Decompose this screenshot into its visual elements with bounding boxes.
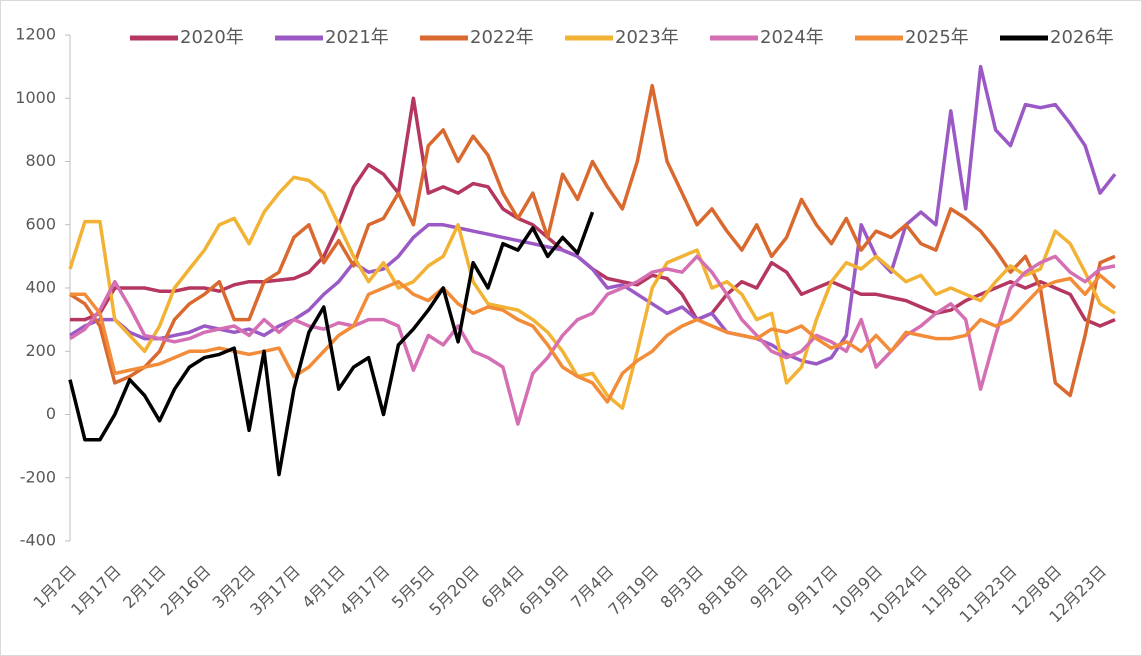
series-line: [69, 64, 1117, 366]
y-tick-label: 400: [25, 278, 56, 297]
legend-label: 2026年: [1050, 27, 1114, 48]
legend-label: 2025年: [905, 27, 969, 48]
legend-label: 2020年: [180, 27, 244, 48]
legend-label: 2022年: [470, 27, 534, 48]
y-tick-label: 1200: [15, 25, 56, 44]
y-tick-label: 800: [25, 151, 56, 170]
series-line: [68, 175, 1116, 410]
series-line: [69, 254, 1116, 426]
y-tick-label: 0: [46, 404, 56, 423]
legend-label: 2021年: [325, 27, 389, 48]
y-tick-label: -400: [20, 531, 56, 550]
legend-label: 2024年: [760, 27, 824, 48]
y-tick-label: -200: [20, 467, 56, 486]
y-tick-label: 600: [25, 214, 56, 233]
series-line: [68, 211, 595, 477]
y-tick-label: 1000: [15, 88, 56, 107]
y-tick-label: 200: [25, 341, 56, 360]
legend-label: 2023年: [615, 27, 679, 48]
series-line: [70, 273, 1117, 404]
series-line: [69, 83, 1116, 398]
